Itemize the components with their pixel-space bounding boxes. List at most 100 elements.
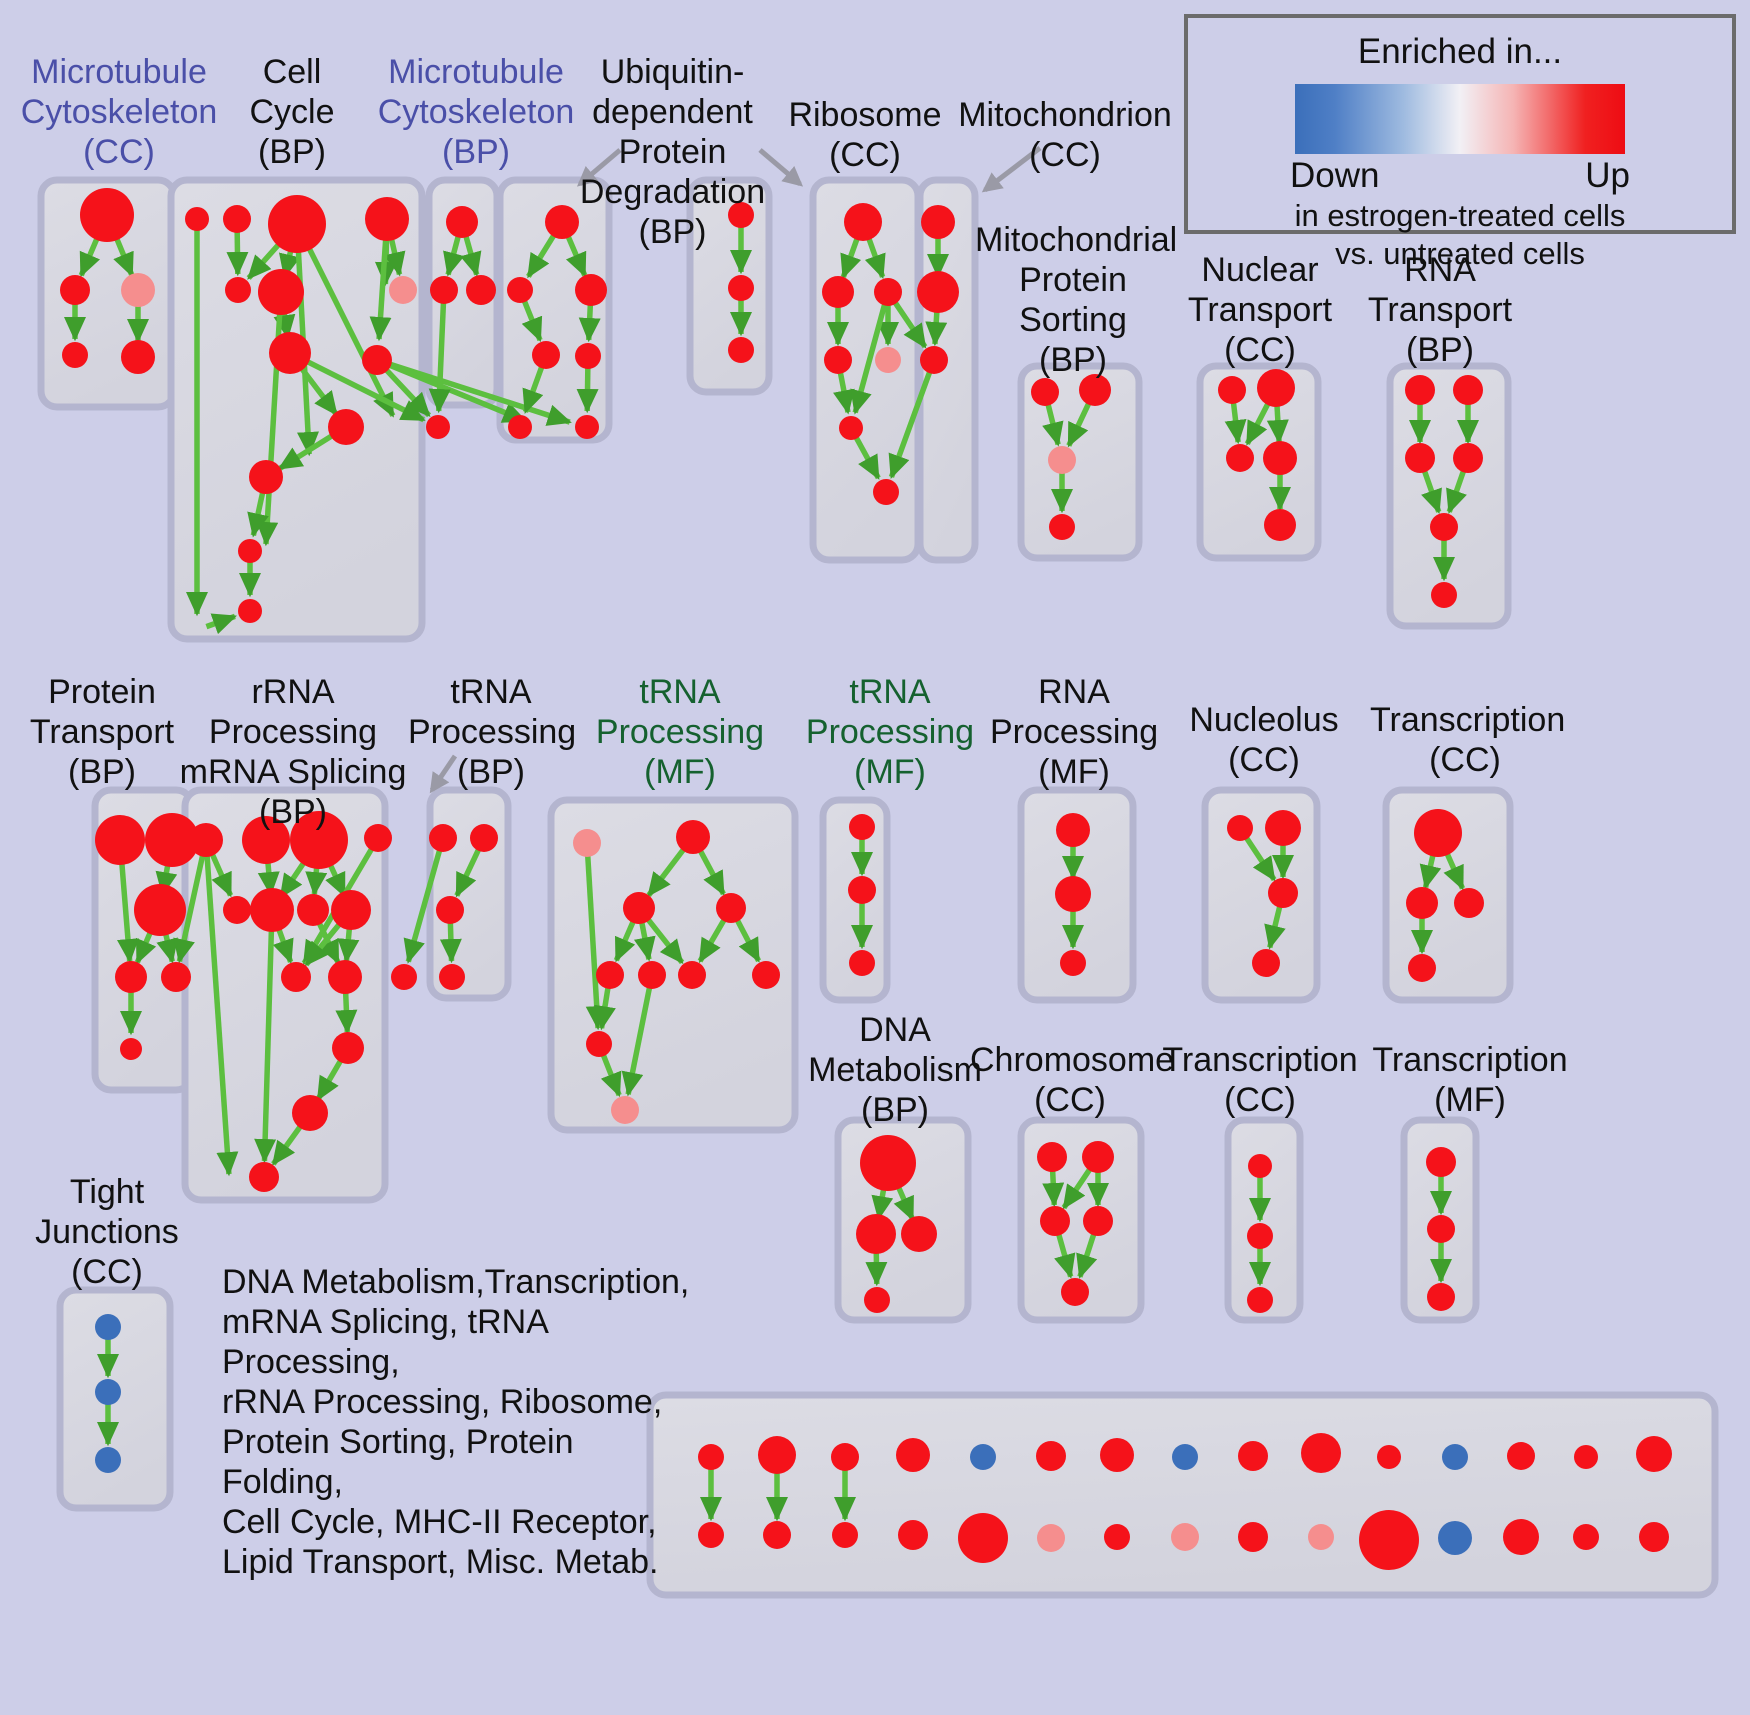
network-node[interactable] xyxy=(848,876,876,904)
network-node[interactable] xyxy=(290,811,348,869)
network-node[interactable] xyxy=(364,824,392,852)
network-node[interactable] xyxy=(532,341,560,369)
network-node[interactable] xyxy=(676,820,710,854)
network-node[interactable] xyxy=(1248,1154,1272,1178)
network-node[interactable] xyxy=(575,343,601,369)
network-node[interactable] xyxy=(225,277,251,303)
network-node[interactable] xyxy=(80,188,134,242)
network-node[interactable] xyxy=(611,1096,639,1124)
network-node[interactable] xyxy=(1056,813,1090,847)
network-node[interactable] xyxy=(1263,441,1297,475)
network-node[interactable] xyxy=(297,894,329,926)
network-node[interactable] xyxy=(752,961,780,989)
network-node[interactable] xyxy=(391,964,417,990)
network-node[interactable] xyxy=(1100,1438,1134,1472)
network-node[interactable] xyxy=(763,1521,791,1549)
network-node[interactable] xyxy=(1377,1445,1401,1469)
network-node[interactable] xyxy=(121,340,155,374)
network-node[interactable] xyxy=(1218,376,1246,404)
network-node[interactable] xyxy=(1083,1206,1113,1236)
network-node[interactable] xyxy=(1453,375,1483,405)
network-node[interactable] xyxy=(958,1513,1008,1563)
network-node[interactable] xyxy=(292,1095,328,1131)
network-node[interactable] xyxy=(223,205,251,233)
network-node[interactable] xyxy=(1172,1444,1198,1470)
network-node[interactable] xyxy=(115,961,147,993)
network-node[interactable] xyxy=(121,273,155,307)
network-node[interactable] xyxy=(1040,1206,1070,1236)
network-node[interactable] xyxy=(1442,1444,1468,1470)
network-node[interactable] xyxy=(1268,878,1298,908)
network-node[interactable] xyxy=(1036,1441,1066,1471)
network-node[interactable] xyxy=(332,1032,364,1064)
network-node[interactable] xyxy=(268,195,326,253)
network-node[interactable] xyxy=(429,824,457,852)
network-node[interactable] xyxy=(1171,1523,1199,1551)
network-node[interactable] xyxy=(824,346,852,374)
network-node[interactable] xyxy=(920,346,948,374)
network-node[interactable] xyxy=(189,823,223,857)
network-node[interactable] xyxy=(1573,1524,1599,1550)
network-node[interactable] xyxy=(596,961,624,989)
network-node[interactable] xyxy=(328,409,364,445)
network-node[interactable] xyxy=(1405,443,1435,473)
network-node[interactable] xyxy=(575,274,607,306)
network-node[interactable] xyxy=(507,277,533,303)
network-node[interactable] xyxy=(1405,375,1435,405)
network-node[interactable] xyxy=(849,814,875,840)
network-node[interactable] xyxy=(844,203,882,241)
network-node[interactable] xyxy=(62,342,88,368)
network-node[interactable] xyxy=(362,345,392,375)
network-node[interactable] xyxy=(874,278,902,306)
network-node[interactable] xyxy=(331,890,371,930)
network-node[interactable] xyxy=(249,1162,279,1192)
network-node[interactable] xyxy=(1037,1524,1065,1552)
network-node[interactable] xyxy=(161,962,191,992)
network-node[interactable] xyxy=(758,1436,796,1474)
network-node[interactable] xyxy=(678,961,706,989)
network-node[interactable] xyxy=(698,1522,724,1548)
network-node[interactable] xyxy=(1427,1283,1455,1311)
network-node[interactable] xyxy=(575,415,599,439)
network-node[interactable] xyxy=(95,1314,121,1340)
network-node[interactable] xyxy=(470,824,498,852)
network-node[interactable] xyxy=(238,599,262,623)
network-node[interactable] xyxy=(1426,1147,1456,1177)
network-node[interactable] xyxy=(1061,1278,1089,1306)
network-node[interactable] xyxy=(1252,949,1280,977)
network-node[interactable] xyxy=(1308,1524,1334,1550)
network-node[interactable] xyxy=(60,275,90,305)
network-node[interactable] xyxy=(586,1031,612,1057)
network-node[interactable] xyxy=(832,1522,858,1548)
network-node[interactable] xyxy=(921,205,955,239)
network-node[interactable] xyxy=(269,332,311,374)
network-node[interactable] xyxy=(901,1216,937,1252)
network-node[interactable] xyxy=(1048,446,1076,474)
network-node[interactable] xyxy=(1503,1519,1539,1555)
network-node[interactable] xyxy=(623,892,655,924)
network-node[interactable] xyxy=(436,896,464,924)
network-node[interactable] xyxy=(1639,1522,1669,1552)
network-node[interactable] xyxy=(223,896,251,924)
network-node[interactable] xyxy=(1238,1522,1268,1552)
network-node[interactable] xyxy=(831,1443,859,1471)
network-node[interactable] xyxy=(439,964,465,990)
network-node[interactable] xyxy=(1408,954,1436,982)
network-node[interactable] xyxy=(1247,1287,1273,1313)
network-node[interactable] xyxy=(573,829,601,857)
network-node[interactable] xyxy=(698,1444,724,1470)
network-node[interactable] xyxy=(1238,1441,1268,1471)
network-node[interactable] xyxy=(873,479,899,505)
network-node[interactable] xyxy=(822,276,854,308)
network-node[interactable] xyxy=(145,813,199,867)
network-node[interactable] xyxy=(185,207,209,231)
network-node[interactable] xyxy=(1055,876,1091,912)
network-node[interactable] xyxy=(466,275,496,305)
network-node[interactable] xyxy=(1430,513,1458,541)
network-node[interactable] xyxy=(242,816,290,864)
network-node[interactable] xyxy=(389,276,417,304)
network-node[interactable] xyxy=(728,275,754,301)
network-node[interactable] xyxy=(1104,1524,1130,1550)
network-node[interactable] xyxy=(1247,1223,1273,1249)
network-node[interactable] xyxy=(638,961,666,989)
